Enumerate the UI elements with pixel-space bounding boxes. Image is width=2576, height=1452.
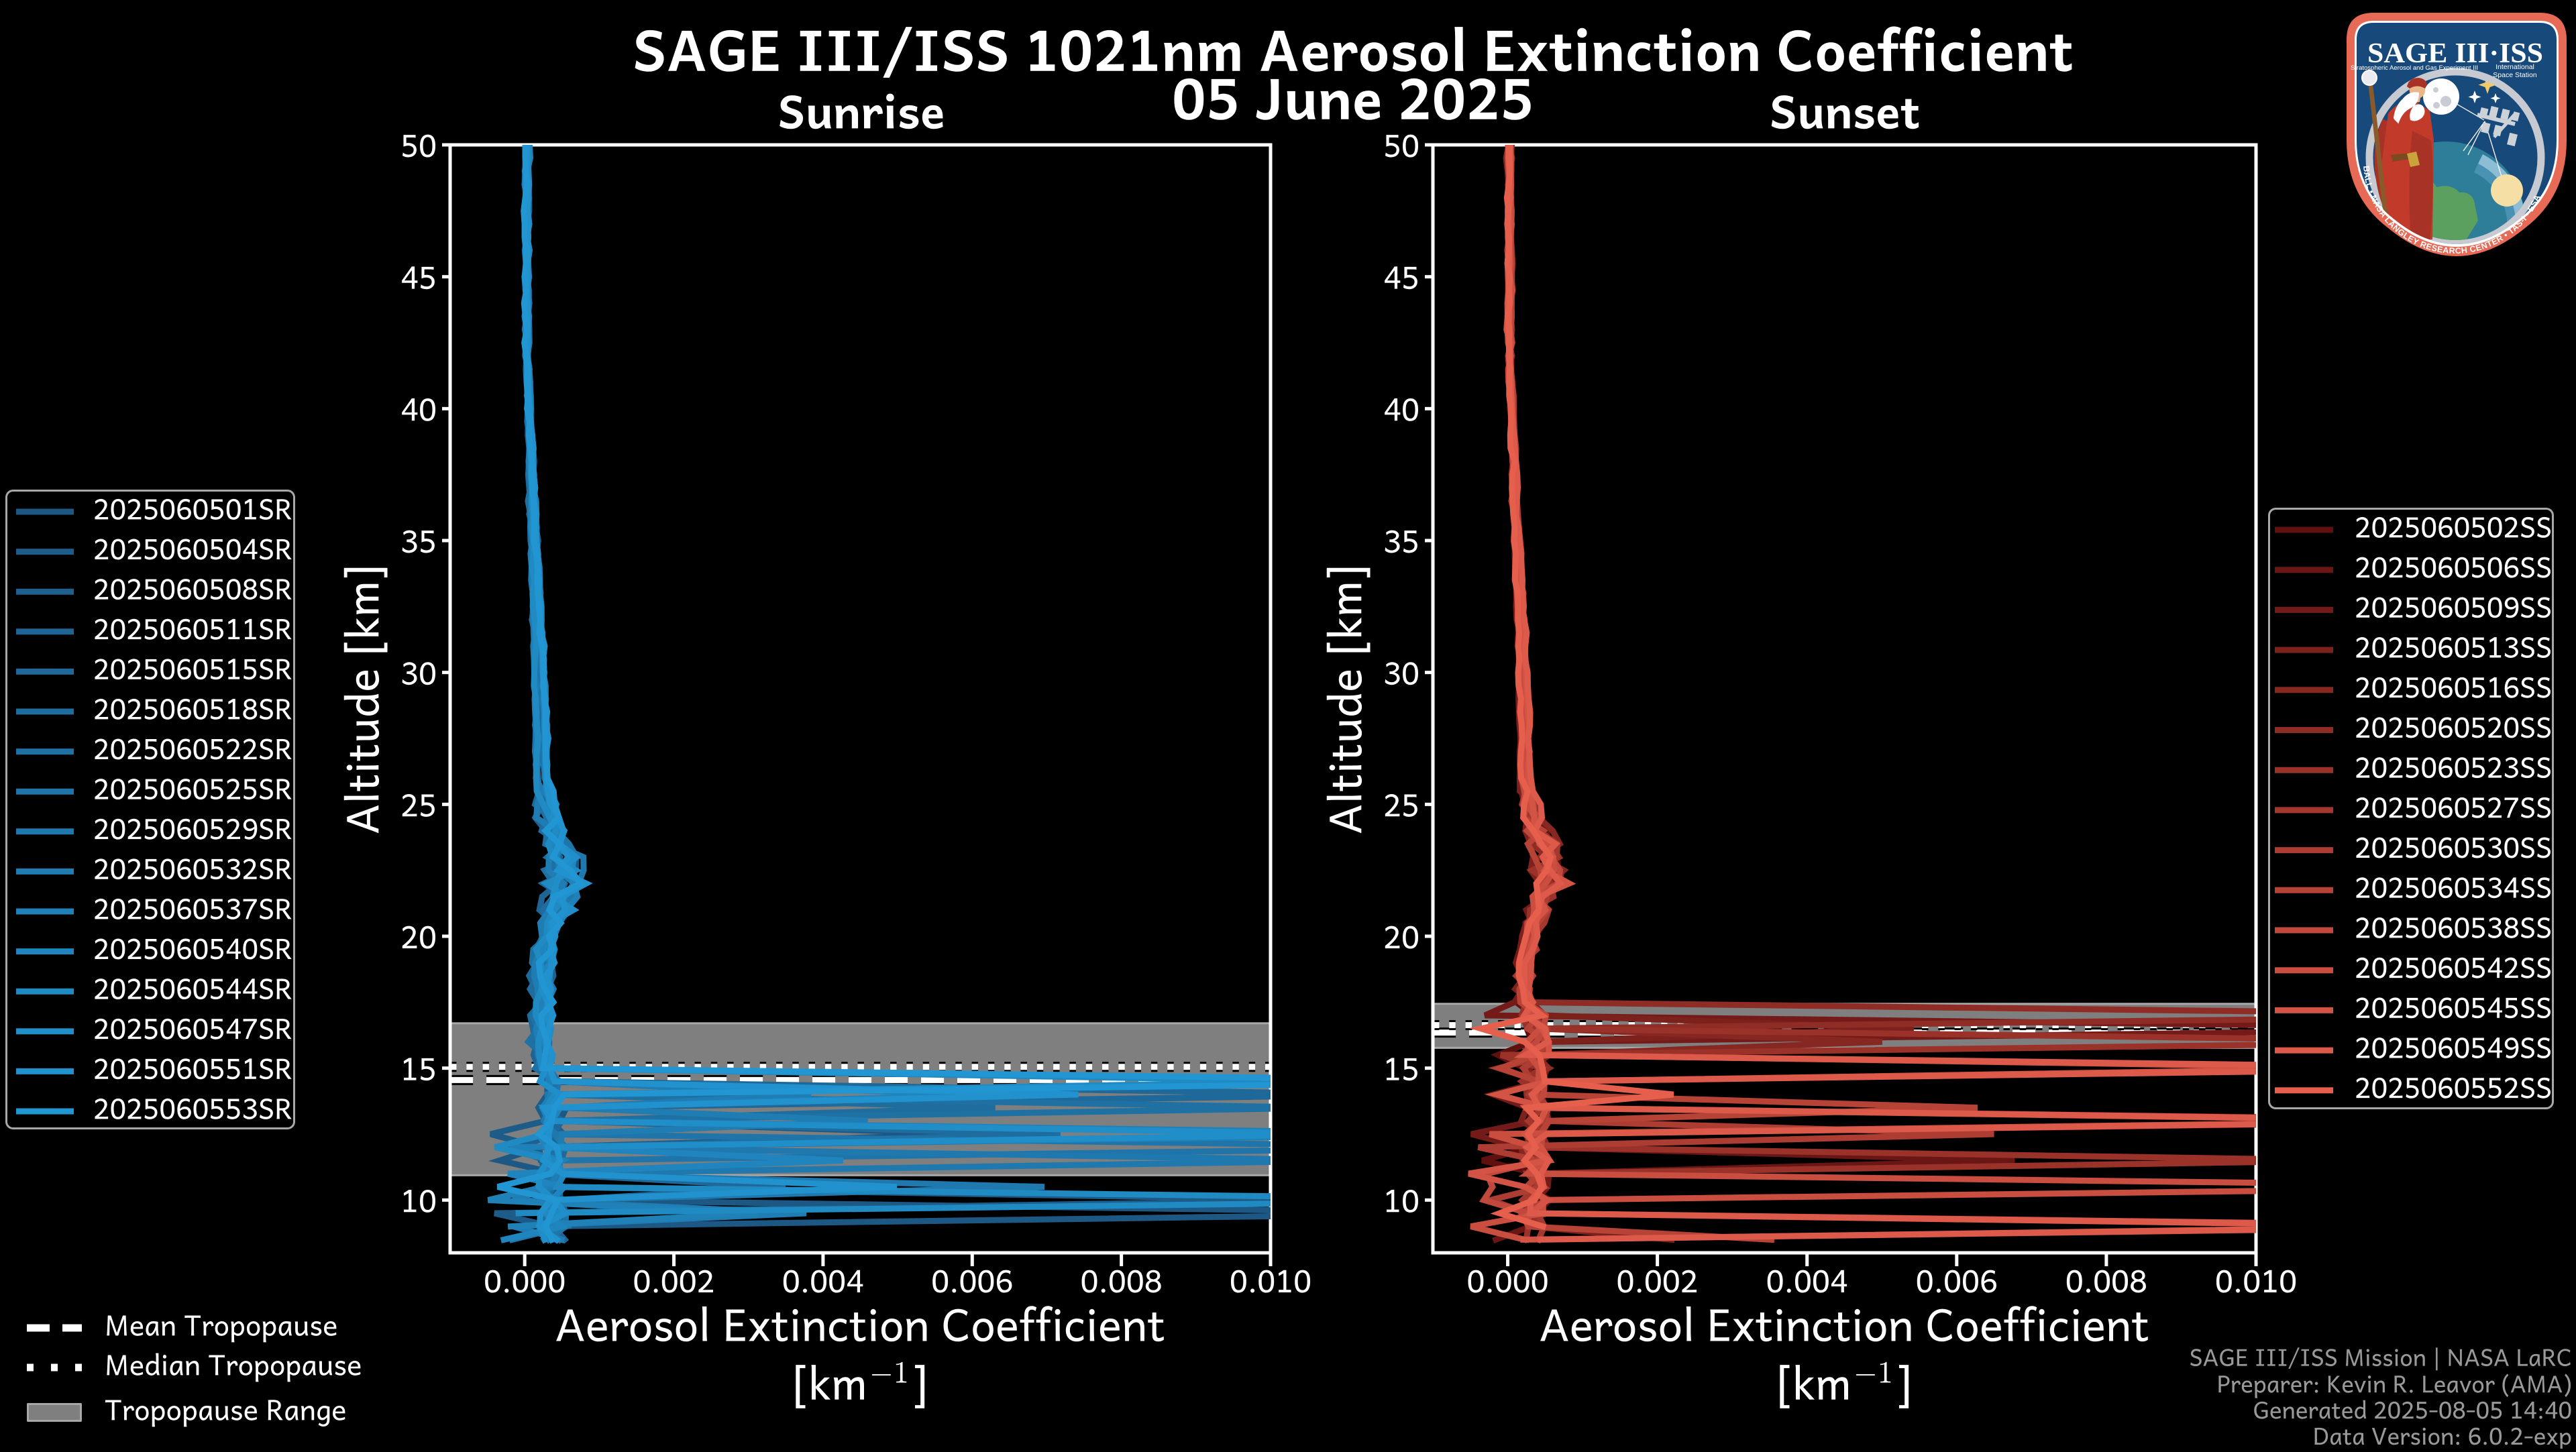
svg-text:SAGE III·ISS: SAGE III·ISS [2367,38,2543,69]
svg-text:International: International [2496,63,2534,71]
svg-text:Stratospheric Aerosol and Gas: Stratospheric Aerosol and Gas Experiment… [2351,64,2478,72]
svg-text:Space Station: Space Station [2493,71,2537,79]
